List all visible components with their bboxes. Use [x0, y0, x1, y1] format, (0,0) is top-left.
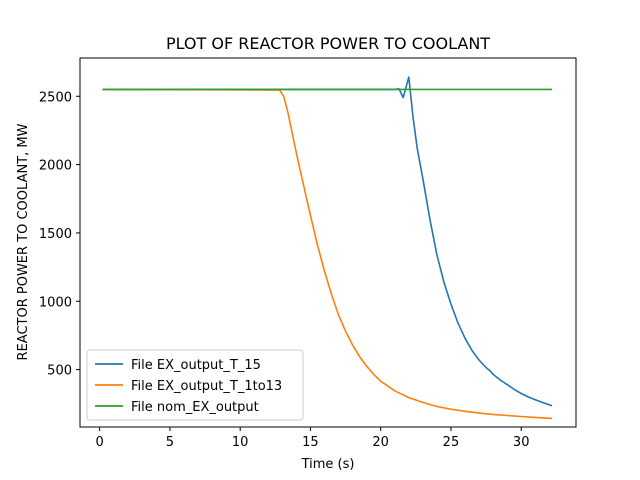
legend-label-1: File EX_output_T_15: [131, 358, 261, 373]
y-tick-label: 1000: [39, 295, 72, 310]
x-tick-label: 20: [372, 435, 389, 450]
y-tick-label: 2000: [39, 159, 72, 174]
x-tick-label: 0: [96, 435, 104, 450]
axes-frame: [79, 57, 577, 428]
y-axis-label: REACTOR POWER TO COOLANT, MW: [16, 123, 31, 360]
x-tick-label: 5: [166, 435, 174, 450]
x-axis: 0 5 10 15 20 25 30: [96, 427, 530, 450]
y-tick-label: 2500: [39, 90, 72, 105]
legend-label-2: File EX_output_T_1to13: [131, 379, 282, 394]
x-tick-label: 15: [302, 435, 319, 450]
y-axis: 500 1000 1500 2000 2500: [39, 90, 80, 379]
plot-area: [102, 76, 553, 420]
x-axis-label: Time (s): [301, 457, 355, 472]
x-tick-label: 25: [443, 435, 460, 450]
legend: File EX_output_T_15 File EX_output_T_1to1…: [86, 349, 304, 421]
legend-label-3: File nom_EX_output: [131, 400, 259, 415]
series-line-2: [102, 88, 553, 420]
legend-box: [86, 349, 304, 421]
series-line-1: [102, 76, 553, 407]
y-tick-label: 500: [47, 364, 72, 379]
x-tick-label: 10: [232, 435, 249, 450]
chart-title: PLOT OF REACTOR POWER TO COOLANT: [166, 34, 490, 53]
y-tick-label: 1500: [39, 227, 72, 242]
x-tick-label: 30: [513, 435, 530, 450]
